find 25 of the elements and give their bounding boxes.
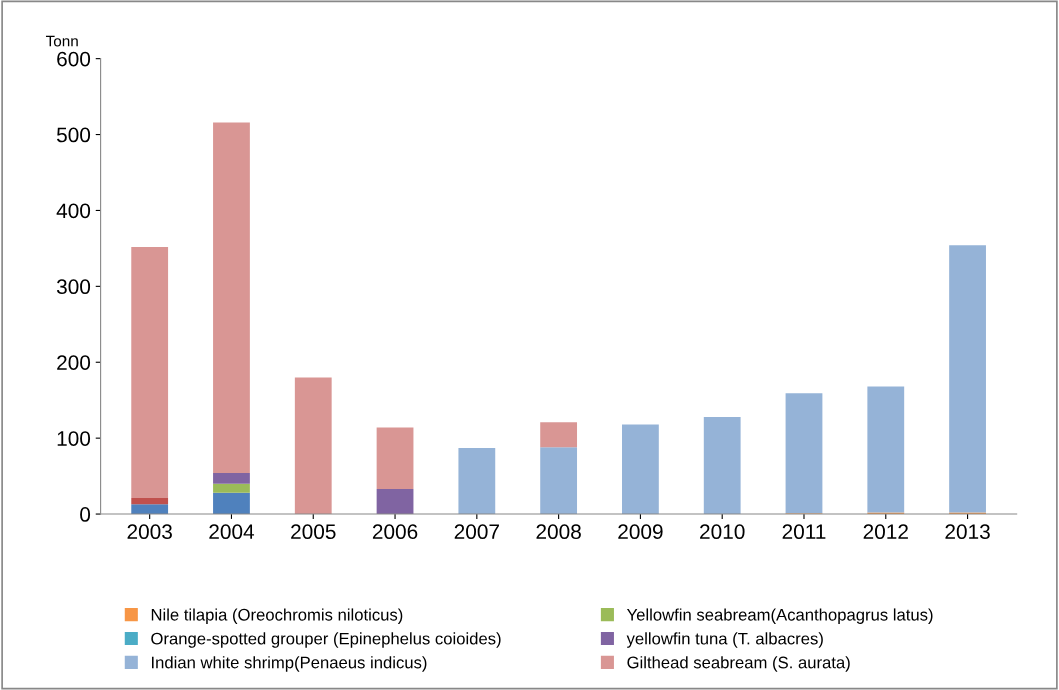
x-tick-label: 2011 — [782, 524, 826, 540]
y-tick-label: 600 — [57, 51, 91, 67]
legend-label: Orange-spotted grouper (Epinephelus coioides) — [151, 632, 501, 648]
y-tick-label: 200 — [57, 355, 91, 370]
legend-label: Indian white shrimp(Penaeus indicus) — [152, 656, 427, 672]
x-tick-label: 2004 — [209, 524, 255, 540]
legend-label: Yellowfin seabream(Acanthopagrus latus) — [626, 608, 933, 624]
legend-label: Nile tilapia (Oreochromis niloticus) — [151, 608, 403, 624]
y-tick-label: 0 — [80, 507, 91, 522]
y-tick-label: 300 — [56, 279, 91, 295]
x-tick-label: 2006 — [372, 524, 418, 540]
x-tick-label: 2005 — [291, 524, 336, 540]
x-tick-label: 2013 — [945, 524, 990, 540]
y-tick-label: 100 — [57, 431, 91, 446]
x-tick-label: 2007 — [454, 524, 499, 540]
x-tick-label: 2012 — [863, 524, 908, 540]
x-tick-label: 2003 — [127, 524, 172, 540]
x-tick-label: 2008 — [536, 524, 581, 540]
legend-label: Gilthead seabream (S. aurata) — [627, 656, 850, 672]
x-tick-label: 2009 — [618, 524, 663, 540]
y-tick-label: 500 — [56, 127, 91, 143]
legend-label: yellowfin tuna (T. albacres) — [626, 632, 823, 648]
y-axis-title: Tonn — [45, 35, 78, 47]
y-tick-label: 400 — [56, 203, 91, 219]
x-tick-label: 2010 — [700, 524, 745, 540]
